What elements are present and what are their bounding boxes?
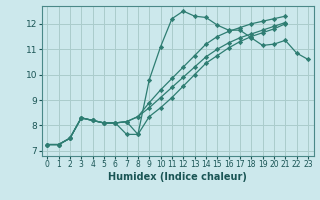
X-axis label: Humidex (Indice chaleur): Humidex (Indice chaleur) [108, 172, 247, 182]
